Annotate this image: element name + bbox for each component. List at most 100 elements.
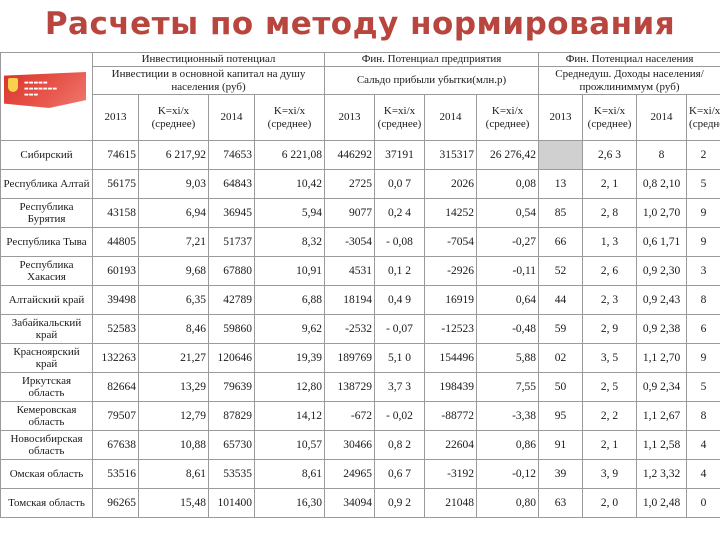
cell-inv2014: 36945	[208, 198, 255, 228]
cell-k5: 2, 9	[582, 314, 638, 344]
header-fin-enterprise-sub: Сальдо прибыли убытки(млн.р)	[324, 66, 540, 95]
cell-k1: 6,35	[138, 285, 209, 315]
cell-k4: 7,55	[476, 372, 540, 402]
cell-k1: 13,29	[138, 372, 209, 402]
cell-inv2014: 67880	[208, 256, 255, 286]
cell-inv2013: 79507	[92, 401, 139, 431]
cell-k2: 8,32	[253, 227, 326, 257]
cell-inv2013: 52583	[92, 314, 139, 344]
cell-region: Сибирский	[0, 140, 93, 170]
col-k1: K=xi/x (среднее)	[138, 94, 209, 141]
cell-pop2013	[538, 140, 584, 170]
cell-ent2013: -672	[324, 401, 376, 431]
cell-inv2014: 79639	[208, 372, 255, 402]
cell-region: Республика Хакасия	[0, 256, 93, 286]
cell-k2: 19,39	[253, 343, 326, 373]
cell-k6: 5	[686, 372, 720, 402]
cell-pop2014: 0,9 2,38	[636, 314, 688, 344]
cell-pop2013: 39	[538, 459, 584, 489]
cell-pop2013: 59	[538, 314, 584, 344]
cell-k3: 5,1 0	[374, 343, 426, 373]
cell-inv2014: 64843	[208, 169, 255, 199]
cell-inv2013: 74615	[92, 140, 139, 170]
col-k6: K=xi/x (среднее)	[686, 94, 720, 141]
cell-ent2014: -3192	[424, 459, 478, 489]
cell-pop2013: 02	[538, 343, 584, 373]
cell-k3: 0,9 2	[374, 488, 426, 518]
cell-ent2013: 2725	[324, 169, 376, 199]
cell-k5: 2, 6	[582, 256, 638, 286]
table-row: Республика Тыва 44805 7,21 51737 8,32 -3054- …	[0, 227, 720, 257]
cell-inv2014: 42789	[208, 285, 255, 315]
cell-pop2014: 8	[636, 140, 688, 170]
cell-k6: 8	[686, 285, 720, 315]
cell-k6: 5	[686, 169, 720, 199]
cell-k4: -0,48	[476, 314, 540, 344]
cell-pop2013: 66	[538, 227, 584, 257]
cell-k5: 2,6 3	[582, 140, 638, 170]
cell-pop2013: 13	[538, 169, 584, 199]
cell-k1: 8,61	[138, 459, 209, 489]
cell-k4: 0,08	[476, 169, 540, 199]
cell-k1: 21,27	[138, 343, 209, 373]
cell-ent2013: 18194	[324, 285, 376, 315]
cell-k2: 6,88	[253, 285, 326, 315]
cell-inv2014: 65730	[208, 430, 255, 460]
cell-k3: 0,2 4	[374, 198, 426, 228]
cell-inv2013: 43158	[92, 198, 139, 228]
col-inv-2013: 2013	[92, 94, 139, 141]
cell-ent2013: -3054	[324, 227, 376, 257]
cell-k6: 9	[686, 227, 720, 257]
cell-region: Иркутская область	[0, 372, 93, 402]
cell-ent2013: 9077	[324, 198, 376, 228]
cell-pop2014: 0,6 1,71	[636, 227, 688, 257]
cell-region: Кемеровская область	[0, 401, 93, 431]
header-fin-enterprise: Фин. Потенциал предприятия	[324, 52, 540, 67]
cell-inv2013: 82664	[92, 372, 139, 402]
cell-k2: 10,57	[253, 430, 326, 460]
cell-region: Забайкальский край	[0, 314, 93, 344]
cell-pop2014: 1,1 2,58	[636, 430, 688, 460]
cell-k3: - 0,08	[374, 227, 426, 257]
col-pop-2013: 2013	[538, 94, 584, 141]
table-row: Республика Алтай 56175 9,03 64843 10,42 2725 0…	[0, 169, 720, 199]
cell-ent2014: 14252	[424, 198, 478, 228]
cell-k1: 12,79	[138, 401, 209, 431]
cell-ent2013: 4531	[324, 256, 376, 286]
cell-k5: 3, 9	[582, 459, 638, 489]
cell-pop2014: 0,8 2,10	[636, 169, 688, 199]
cell-k2: 8,61	[253, 459, 326, 489]
cell-region: Красноярский край	[0, 343, 93, 373]
cell-pop2014: 1,0 2,48	[636, 488, 688, 518]
normalization-table: Инвестиционный потенциал Фин. Потенциал …	[0, 52, 720, 518]
cell-k3: 0,4 9	[374, 285, 426, 315]
cell-inv2013: 60193	[92, 256, 139, 286]
table-row: Омская область 53516 8,61 53535 8,61 24965 0,6…	[0, 459, 720, 489]
cell-ent2014: 198439	[424, 372, 478, 402]
cell-pop2013: 63	[538, 488, 584, 518]
cell-ent2014: 16919	[424, 285, 478, 315]
cell-k6: 2	[686, 140, 720, 170]
cell-inv2014: 74653	[208, 140, 255, 170]
header-invest-sub: Инвестиции в основной капитал на душу на…	[91, 66, 326, 95]
cell-k3: 0,0 7	[374, 169, 426, 199]
cell-inv2014: 51737	[208, 227, 255, 257]
cell-ent2013: 30466	[324, 430, 376, 460]
cell-ent2014: 154496	[424, 343, 478, 373]
cell-k5: 2, 2	[582, 401, 638, 431]
header-fin-population: Фин. Потенциал населения	[538, 52, 720, 67]
cell-inv2013: 53516	[92, 459, 139, 489]
cell-ent2013: 189769	[324, 343, 376, 373]
table-row: Республика Хакасия 60193 9,68 67880 10,91 453…	[0, 256, 720, 286]
cell-k2: 6 221,08	[253, 140, 326, 170]
cell-k1: 9,68	[138, 256, 209, 286]
table-row: Иркутская область 82664 13,29 79639 12,80 138…	[0, 372, 720, 402]
table-row: Сибирский 74615 6 217,92 74653 6 221,08 44629…	[0, 140, 720, 170]
cell-k4: 5,88	[476, 343, 540, 373]
table-row: Кемеровская область 79507 12,79 87829 14,12-…	[0, 401, 720, 431]
table-row: Красноярский край 132263 21,27 120646 19,39 1…	[0, 343, 720, 373]
cell-k1: 15,48	[138, 488, 209, 518]
cell-region: Алтайский край	[0, 285, 93, 315]
cell-k2: 10,91	[253, 256, 326, 286]
cell-pop2014: 0,9 2,43	[636, 285, 688, 315]
